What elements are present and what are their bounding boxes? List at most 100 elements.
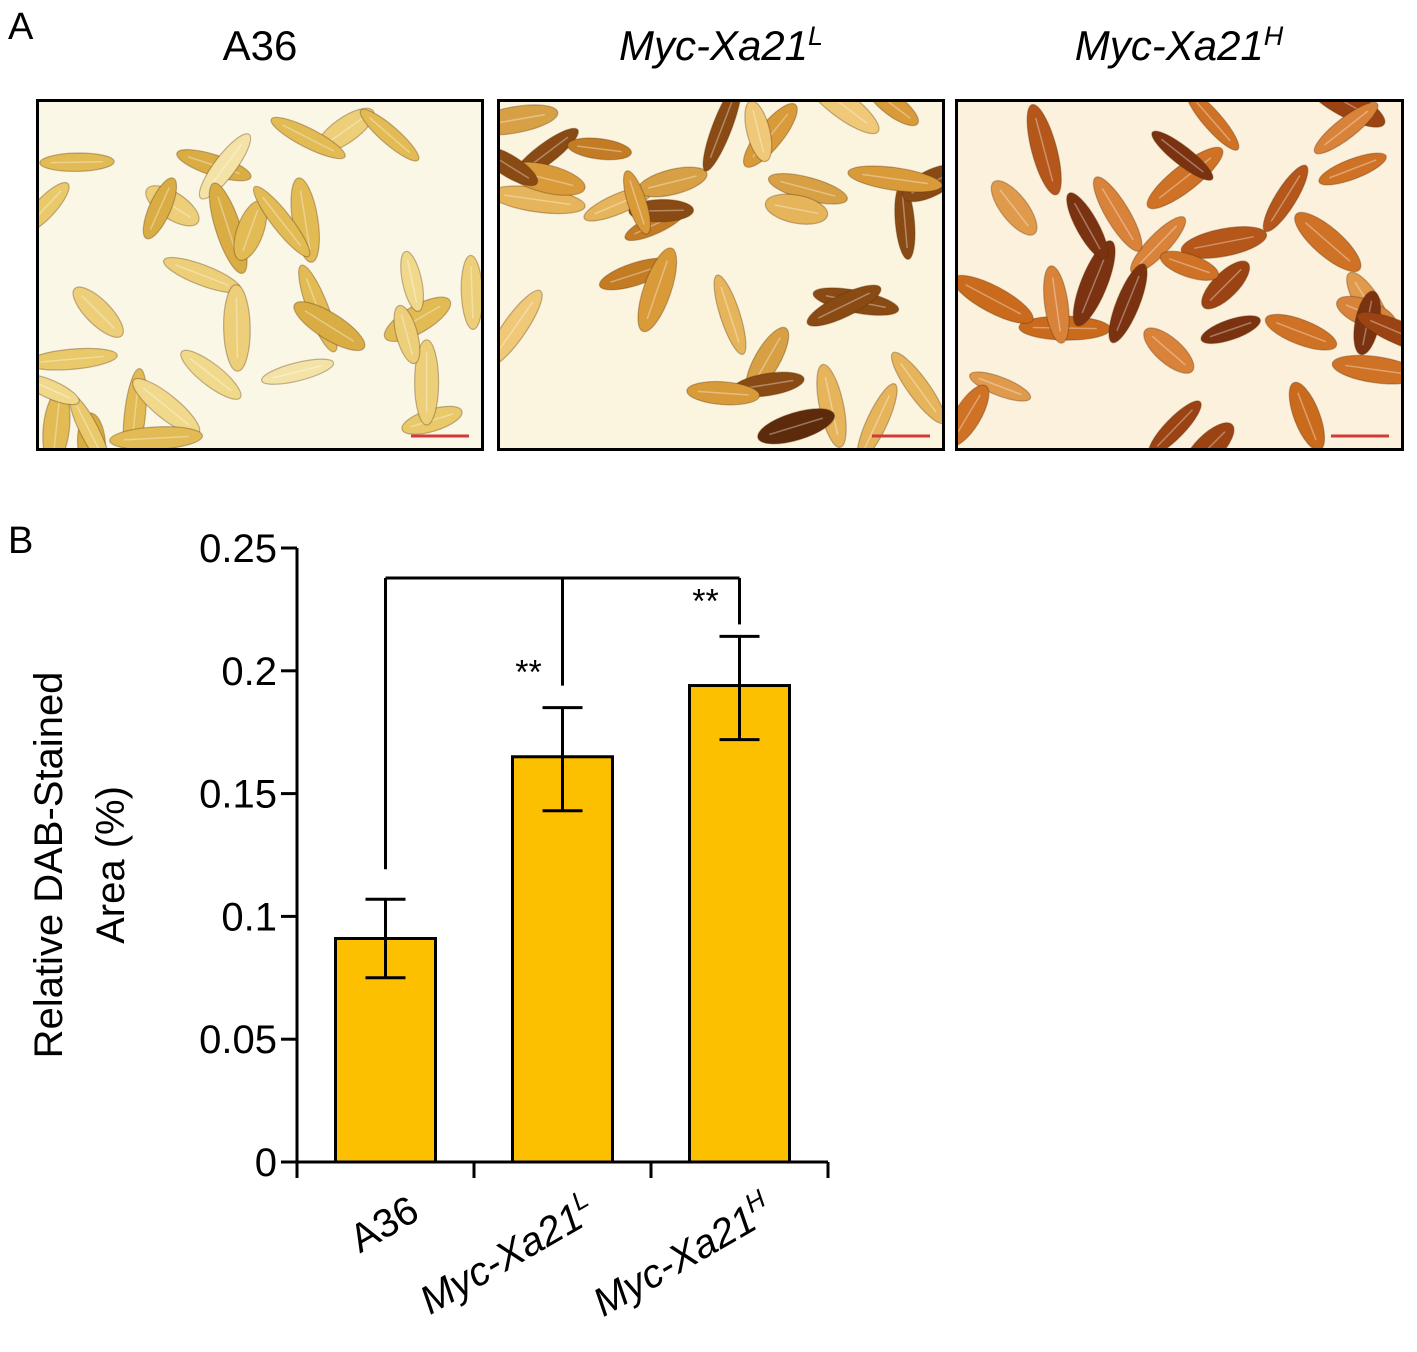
rice-grain: [890, 351, 942, 425]
error-bar-0: [365, 897, 406, 980]
rice-grain: [1264, 313, 1338, 351]
rice-grain: [856, 383, 898, 448]
rice-grain: [39, 152, 115, 173]
y-axis-label: Relative DAB-Stained Area (%): [27, 672, 133, 1059]
y-tick-label: 0.15: [199, 773, 277, 817]
rice-grain: [1151, 130, 1214, 181]
y-tick-label: 0.05: [199, 1018, 277, 1062]
rice-grain: [804, 102, 880, 135]
rice-grain: [252, 185, 311, 258]
rice-grain: [500, 146, 539, 187]
y-tick-label: 0.25: [199, 527, 277, 571]
x-tick-label-1: Myc-Xa21L: [410, 1183, 603, 1323]
rice-grain: [72, 286, 124, 338]
rice-grain: [806, 284, 882, 327]
photo-title-myc-xa21-l: Myc-Xa21L: [497, 22, 945, 70]
seed-photo-a36: [36, 99, 484, 451]
rice-grain: [847, 165, 942, 193]
bar-2: [688, 684, 791, 1164]
rice-grain: [1159, 250, 1220, 281]
rice-grain: [198, 133, 252, 200]
rice-grain: [1066, 192, 1109, 261]
rice-grain: [702, 102, 742, 172]
rice-grain: [1148, 400, 1202, 448]
photo-title-myc-xa21-h: Myc-Xa21H: [955, 22, 1403, 70]
rice-grain: [400, 250, 425, 312]
panel-b-letter: B: [8, 520, 34, 562]
rice-grain: [757, 408, 836, 445]
error-bar-1: [542, 706, 583, 813]
error-bar-2: [719, 634, 760, 742]
rice-grain: [686, 380, 761, 406]
y-tick-label: 0.2: [221, 650, 277, 694]
y-tick-label: 0.1: [221, 895, 277, 939]
significance-bracket: [384, 576, 741, 870]
rice-grain: [1130, 216, 1187, 274]
y-tick-label: 0: [255, 1141, 277, 1185]
rice-grain: [1262, 164, 1309, 233]
rice-grain: [39, 374, 80, 406]
rice-grain: [39, 347, 118, 371]
rice-grain: [359, 108, 420, 162]
rice-grain: [222, 284, 251, 372]
rice-grain: [1288, 381, 1326, 448]
rice-grain: [293, 301, 366, 352]
rice-grain: [1294, 211, 1362, 273]
rice-grain: [866, 102, 919, 127]
rice-grain: [567, 137, 632, 161]
rice-grain: [414, 339, 440, 426]
rice-grain: [958, 274, 1034, 325]
rice-grain: [500, 104, 559, 136]
rice-grain: [1180, 226, 1268, 259]
seed-photo-canvas: [500, 102, 942, 448]
rice-grain: [816, 363, 847, 448]
rice-grain: [39, 181, 70, 234]
x-tick-label-0: A36: [342, 1188, 426, 1262]
panel-a-letter: A: [8, 6, 34, 48]
rice-grain: [1092, 176, 1143, 252]
rice-grain: [109, 426, 204, 448]
rice-grain: [142, 177, 178, 240]
rice-grain: [968, 371, 1032, 402]
rice-grain: [460, 254, 481, 330]
rice-grain: [1072, 240, 1116, 327]
rice-grain: [500, 289, 543, 368]
rice-grain: [1108, 263, 1148, 344]
significance-label-2: **: [692, 582, 718, 620]
seed-photo-myc-xa21-l: [497, 99, 945, 451]
rice-grain: [180, 349, 242, 400]
dab-bar-chart: ** ** 0 0.05 0.1 0.15 0.2 0.25 A36Myc-Xa21LMyc-X…: [27, 527, 830, 1325]
rice-grain: [958, 384, 990, 447]
photo-title-sup: L: [808, 21, 824, 51]
rice-grain: [713, 274, 747, 355]
rice-grain: [393, 304, 421, 365]
rice-grain: [1043, 265, 1070, 344]
seed-photo-canvas: [39, 102, 481, 448]
rice-grain: [1143, 327, 1195, 374]
photo-title-text: A36: [222, 22, 298, 69]
rice-grain: [990, 180, 1038, 236]
photo-title-text: Myc-Xa21: [1074, 22, 1264, 69]
rice-grain: [764, 193, 829, 225]
significance-label-1: **: [515, 654, 541, 692]
bar-1: [511, 755, 614, 1164]
photo-title-text: Myc-Xa21: [618, 22, 809, 69]
rice-grain: [1200, 315, 1261, 345]
rice-grain: [637, 247, 678, 333]
photo-title-sup: H: [1263, 21, 1284, 51]
rice-grain: [1318, 152, 1387, 186]
rice-grain: [1201, 260, 1251, 310]
rice-grain: [622, 170, 652, 235]
rice-grain: [1026, 103, 1062, 196]
rice-grain: [744, 102, 773, 163]
rice-grain: [270, 116, 346, 160]
rice-grain: [261, 358, 335, 385]
seed-photo-myc-xa21-h: [955, 99, 1404, 451]
rice-grain: [1356, 311, 1401, 355]
rice-grain: [1331, 354, 1401, 385]
seed-photo-canvas: [958, 102, 1401, 448]
x-tick-label-2: Myc-Xa21H: [583, 1183, 780, 1325]
rice-grain: [1185, 102, 1240, 151]
rice-grain: [1313, 102, 1379, 155]
photo-title-a36: A36: [36, 22, 484, 70]
